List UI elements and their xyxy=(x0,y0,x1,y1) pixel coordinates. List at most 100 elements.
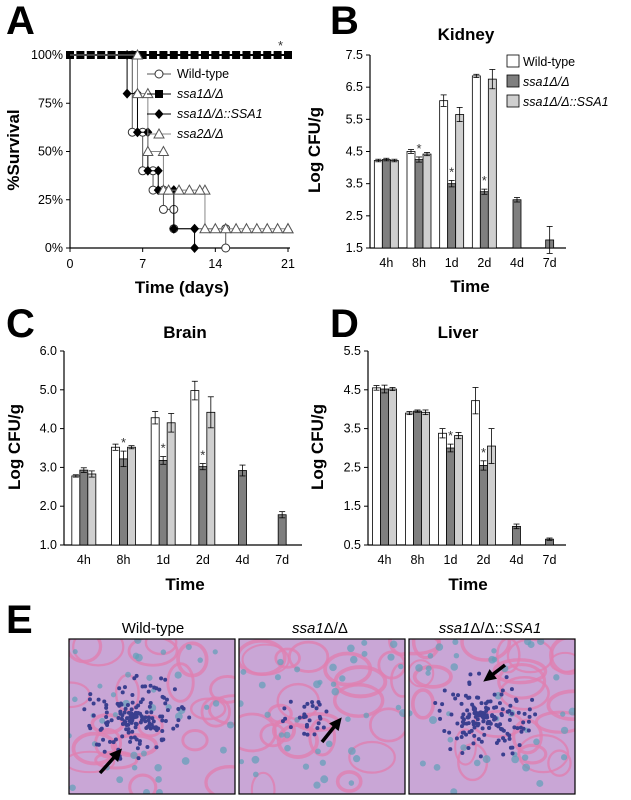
infiltrate-cell xyxy=(181,706,186,711)
infiltrate-cell xyxy=(509,687,514,692)
cell-nucleus xyxy=(398,663,404,670)
cell-nucleus xyxy=(112,712,119,718)
infiltrate-cell xyxy=(91,701,96,706)
a-point xyxy=(142,145,154,156)
infiltrate-cell xyxy=(137,739,142,744)
cell-nucleus xyxy=(425,665,432,672)
d-bar xyxy=(438,432,447,546)
infiltrate-cell xyxy=(96,742,101,747)
infiltrate-cell xyxy=(484,709,489,714)
infiltrate-cell xyxy=(163,701,168,706)
e-caption-wild-type: Wild-type xyxy=(122,620,185,637)
b-y-tick-label: 4.5 xyxy=(346,145,363,159)
infiltrate-cell xyxy=(122,710,127,715)
infiltrate-cell xyxy=(154,686,159,691)
cell-nucleus xyxy=(278,732,285,738)
cell-nucleus xyxy=(219,746,227,754)
b-x-tick-label: 7d xyxy=(543,256,557,270)
arrow-head-icon xyxy=(483,669,497,682)
a-point xyxy=(199,222,211,234)
infiltrate-cell xyxy=(453,696,458,701)
d-bar xyxy=(512,525,521,546)
d-y-axis-label: Log CFU/g xyxy=(308,404,327,490)
c-x-tick-label: 1d xyxy=(156,553,170,567)
tubule xyxy=(128,773,158,794)
infiltrate-cell xyxy=(522,711,527,716)
a-legend-label: ssa1Δ/Δ::SSA1 xyxy=(177,107,263,121)
cell-nucleus xyxy=(433,763,441,771)
cell-nucleus xyxy=(482,755,491,764)
panel-label-b: B xyxy=(330,0,359,43)
histology-panel: Wild-type ssa1Δ/Δ ssa1Δ/Δ::SSA1 xyxy=(68,620,576,795)
infiltrate-cell xyxy=(527,714,532,719)
c-significance-mark: * xyxy=(161,441,166,456)
infiltrate-cell xyxy=(154,745,159,750)
infiltrate-cell xyxy=(321,725,326,730)
cell-nucleus xyxy=(264,711,271,718)
panel-label-c: C xyxy=(6,302,35,346)
infiltrate-cell xyxy=(476,695,481,700)
a-point xyxy=(131,87,144,99)
infiltrate-cell xyxy=(87,723,92,728)
a-x-tick-label: 14 xyxy=(208,257,222,271)
tubule xyxy=(546,689,575,722)
infiltrate-cell xyxy=(472,725,477,730)
c-y-tick-label: 3.0 xyxy=(40,460,57,474)
cell-nucleus xyxy=(330,681,337,687)
a-point xyxy=(232,51,241,59)
d-bar xyxy=(446,447,455,546)
arrow-head-icon xyxy=(329,717,342,731)
infiltrate-cell xyxy=(473,714,478,719)
infiltrate-cell xyxy=(160,718,165,723)
b-bar xyxy=(447,183,457,249)
infiltrate-cell xyxy=(517,743,522,748)
infiltrate-cell xyxy=(130,692,135,697)
infiltrate-cell xyxy=(456,693,461,698)
cell-nucleus xyxy=(155,776,162,783)
infiltrate-cell xyxy=(507,708,512,713)
tubule xyxy=(411,688,436,720)
cell-nucleus xyxy=(361,650,368,657)
infiltrate-cell xyxy=(109,718,114,723)
a-series-line xyxy=(70,54,288,230)
infiltrate-cell xyxy=(102,699,107,704)
tissue-image-1 xyxy=(69,639,235,794)
b-y-axis-label: Log CFU/g xyxy=(305,107,324,193)
tubule xyxy=(369,707,405,743)
infiltrate-cell xyxy=(132,676,137,681)
cell-nucleus xyxy=(212,700,220,707)
infiltrate-cell xyxy=(490,714,495,719)
tubule xyxy=(189,697,227,721)
infiltrate-cell xyxy=(140,684,145,689)
infiltrate-cell xyxy=(138,720,143,725)
c-y-axis-label: Log CFU/g xyxy=(5,404,24,490)
infiltrate-cell xyxy=(101,737,106,742)
c-title: Brain xyxy=(163,323,206,342)
cell-nucleus xyxy=(347,747,356,755)
tubule xyxy=(287,640,330,673)
cell-nucleus xyxy=(460,744,468,752)
cell-nucleus xyxy=(320,775,329,784)
c-x-tick-label: 7d xyxy=(275,553,289,567)
d-y-tick-label: 1.5 xyxy=(344,499,361,513)
cell-nucleus xyxy=(348,780,355,786)
d-y-tick-label: 4.5 xyxy=(344,383,361,397)
infiltrate-cell xyxy=(125,702,130,707)
b-title: Kidney xyxy=(438,25,495,44)
infiltrate-cell xyxy=(471,722,476,727)
b-significance-mark: * xyxy=(416,141,421,156)
cell-nucleus xyxy=(140,750,147,757)
tubule xyxy=(454,728,477,766)
cell-nucleus xyxy=(527,641,535,649)
infiltrate-cell xyxy=(82,707,87,712)
tissue-frame xyxy=(408,638,576,795)
a-point xyxy=(169,51,178,59)
tubule xyxy=(209,674,235,704)
cell-nucleus xyxy=(447,736,454,743)
a-point xyxy=(138,51,147,59)
tissue-frame xyxy=(68,638,236,795)
a-point xyxy=(159,51,168,59)
infiltrate-cell xyxy=(129,707,134,712)
infiltrate-cell xyxy=(87,697,92,702)
